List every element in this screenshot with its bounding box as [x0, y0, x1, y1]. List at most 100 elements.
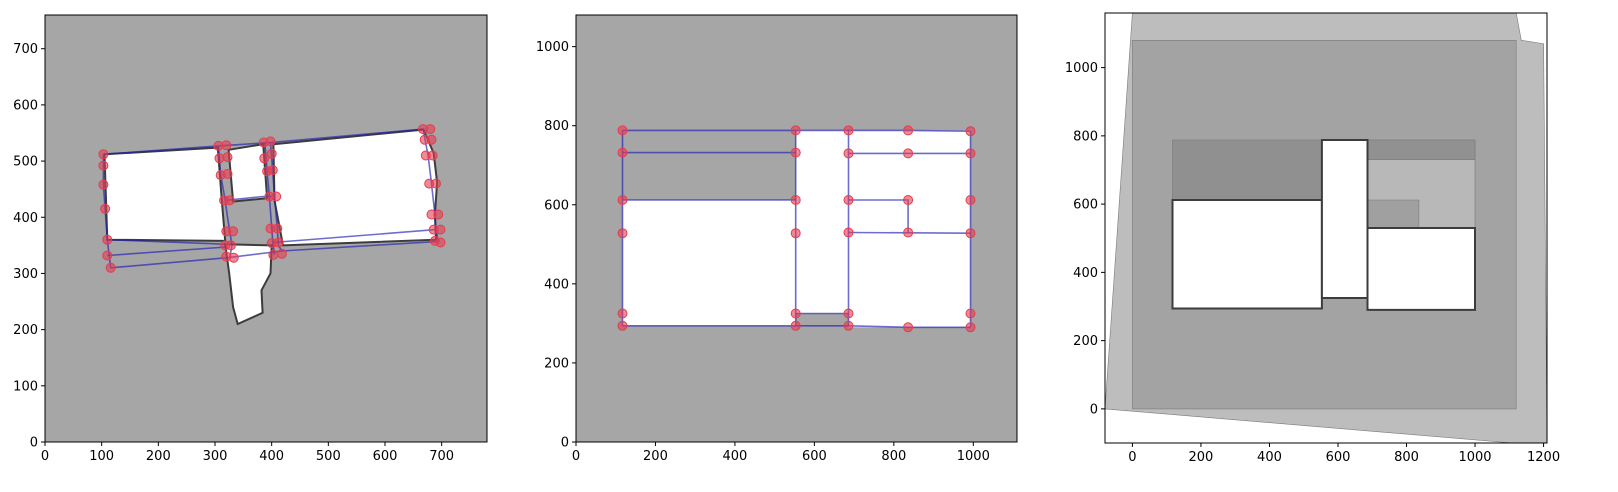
y-tick-label: 400: [544, 277, 569, 292]
graph-node-8: [903, 148, 914, 159]
overlay-layer-4: [1367, 199, 1420, 229]
graph-node-16: [790, 228, 801, 239]
overlay-layer-2: [1172, 139, 1323, 201]
graph-node-7: [843, 148, 854, 159]
graph-node-1: [98, 160, 109, 171]
graph-node-10: [617, 195, 628, 205]
graph-node-48: [435, 237, 446, 248]
graph-node-1: [790, 125, 801, 136]
y-tick-label: 200: [544, 356, 569, 371]
graph-node-28: [965, 322, 976, 333]
x-tick-label: 600: [1326, 450, 1351, 465]
graph-node-36: [425, 124, 436, 135]
overlay-layer-5: [1367, 139, 1476, 160]
graph-node-22: [265, 136, 276, 147]
graph-node-27: [903, 322, 914, 333]
y-tick-label: 600: [13, 98, 38, 113]
graph-node-13: [903, 195, 914, 205]
axes-frame: [575, 14, 1018, 443]
graph-edge-4: [110, 240, 439, 269]
graph-node-40: [427, 150, 438, 161]
graph-node-32: [273, 237, 284, 248]
room-white-3: [848, 130, 971, 154]
y-tick-label: 100: [13, 379, 38, 394]
x-tick-label: 700: [429, 449, 454, 464]
y-tick-label: 400: [13, 211, 38, 226]
graph-node-11: [790, 195, 801, 205]
x-tick-label: 400: [723, 449, 748, 464]
graph-node-22: [843, 308, 854, 319]
room-gray-3: [795, 313, 849, 326]
x-tick-label: 100: [89, 449, 114, 464]
graph-node-21: [790, 308, 801, 319]
x-tick-label: 1200: [1527, 450, 1560, 465]
graph-node-14: [224, 195, 235, 206]
graph-node-18: [903, 227, 914, 238]
x-tick-label: 0: [1128, 450, 1136, 465]
graph-node-24: [617, 320, 628, 331]
y-tick-label: 1000: [1065, 61, 1098, 76]
map-region-1: [1320, 139, 1369, 299]
graph-node-6: [105, 262, 116, 273]
x-tick-label: 600: [373, 449, 398, 464]
graph-node-30: [272, 223, 283, 234]
graph-node-23: [965, 308, 976, 319]
graph-node-2: [843, 125, 854, 136]
axes-frame: [1104, 12, 1548, 444]
y-tick-label: 200: [1073, 334, 1098, 349]
x-tick-label: 400: [1257, 450, 1282, 465]
graph-node-25: [790, 320, 801, 331]
graph-node-3: [903, 125, 914, 136]
y-tick-label: 600: [544, 198, 569, 213]
room-white-4: [848, 232, 971, 328]
graph-node-26: [843, 320, 854, 331]
x-tick-label: 400: [259, 449, 284, 464]
graph-node-4: [102, 234, 113, 245]
x-tick-label: 1000: [957, 449, 990, 464]
graph-node-15: [617, 228, 628, 239]
x-tick-label: 200: [643, 449, 668, 464]
y-tick-label: 200: [13, 323, 38, 338]
room-white-2: [848, 153, 971, 233]
graph-edge-3: [107, 246, 227, 257]
y-tick-label: 500: [13, 155, 38, 170]
graph-node-5: [102, 250, 113, 261]
graph-node-5: [617, 147, 628, 158]
y-tick-label: 600: [1073, 198, 1098, 213]
room-white-0: [622, 200, 796, 326]
graph-node-12: [222, 169, 233, 179]
graph-node-34: [276, 248, 287, 259]
graph-node-44: [433, 209, 444, 220]
y-tick-label: 0: [30, 436, 38, 451]
graph-node-38: [426, 134, 437, 145]
map-region-0: [103, 146, 227, 242]
graph-edge-2: [107, 238, 226, 245]
y-tick-label: 400: [1073, 266, 1098, 281]
graph-node-3: [100, 203, 111, 214]
panel-middle-floorplan: 0 200 400 600 800 1000 0 200 400 600 800 1000: [536, 14, 1018, 464]
x-tick-label: 200: [1189, 450, 1214, 465]
x-tick-label: 200: [146, 449, 171, 464]
panel-right-overlay: 0 200 400 600 800 1000 1200 0 200 400 600 800 1000: [1065, 12, 1560, 465]
room-white-1: [795, 130, 849, 314]
graph-edge-12: [272, 228, 437, 244]
graph-node-2: [98, 179, 109, 190]
map-region-0: [1171, 199, 1323, 310]
map-region-2: [1366, 227, 1476, 311]
graph-node-46: [435, 224, 446, 235]
y-tick-label: 300: [13, 267, 38, 282]
x-tick-label: 800: [1394, 450, 1419, 465]
graph-node-26: [267, 165, 278, 176]
y-tick-label: 700: [13, 42, 38, 57]
panel-left-map: 0 100 200 300 400 500 600 700 0 100 200 300 400 500 60…: [13, 14, 488, 464]
y-tick-label: 0: [561, 436, 569, 451]
graph-node-0: [98, 149, 109, 160]
room-gray-0: [622, 130, 796, 153]
graph-node-4: [965, 126, 976, 137]
graph-node-20: [228, 252, 239, 263]
graph-edge-0: [103, 128, 424, 156]
graph-node-12: [843, 195, 854, 205]
graph-node-33: [268, 249, 279, 260]
graph-node-23: [259, 153, 270, 164]
